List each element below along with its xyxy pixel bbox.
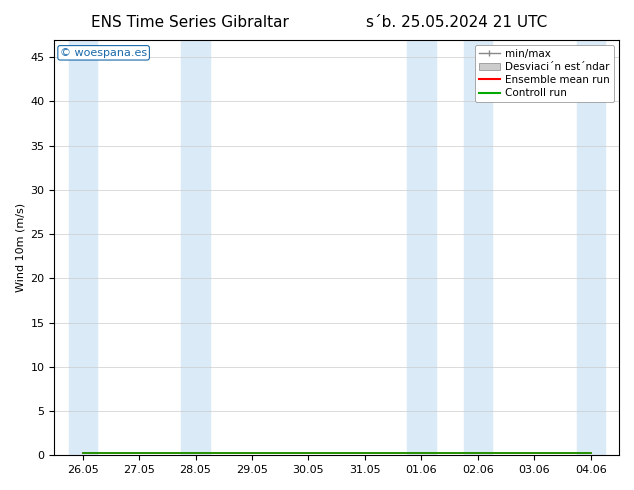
- Bar: [577, 40, 605, 455]
- Legend: min/max, Desviaci´n est´ndar, Ensemble mean run, Controll run: min/max, Desviaci´n est´ndar, Ensemble m…: [475, 45, 614, 102]
- Bar: [68, 40, 97, 455]
- Text: ENS Time Series Gibraltar: ENS Time Series Gibraltar: [91, 15, 289, 30]
- Text: © woespana.es: © woespana.es: [60, 48, 147, 58]
- Y-axis label: Wind 10m (m/s): Wind 10m (m/s): [15, 203, 25, 292]
- Text: s´b. 25.05.2024 21 UTC: s´b. 25.05.2024 21 UTC: [366, 15, 547, 30]
- Bar: [463, 40, 492, 455]
- Bar: [181, 40, 210, 455]
- Bar: [407, 40, 436, 455]
